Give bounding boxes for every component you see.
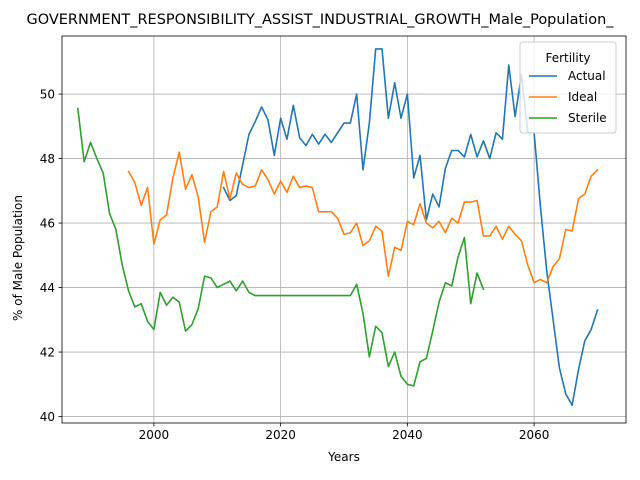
- chart-title: GOVERNMENT_RESPONSIBILITY_ASSIST_INDUSTR…: [26, 12, 614, 28]
- legend-entries: Actual Ideal Sterile: [529, 69, 607, 125]
- y-axis-label: % of Male Population: [11, 195, 25, 321]
- y-tick-label: 42: [40, 346, 55, 360]
- legend-box: [519, 41, 617, 134]
- legend-label-actual: Actual: [568, 69, 606, 83]
- y-tick-label: 50: [40, 88, 55, 102]
- x-axis-label: Years: [327, 450, 360, 464]
- y-tick-label: 40: [40, 410, 55, 424]
- series-line-actual: [222, 48, 599, 407]
- x-tick-label: 2040: [392, 428, 423, 442]
- legend: Fertility Actual Ideal Sterile: [519, 41, 617, 134]
- x-tick-label: 2060: [519, 428, 550, 442]
- y-tick-label: 44: [40, 281, 55, 295]
- plot-series: [76, 48, 599, 407]
- legend-label-sterile: Sterile: [568, 111, 607, 125]
- legend-label-ideal: Ideal: [568, 90, 597, 104]
- series-line-ideal: [127, 151, 599, 284]
- y-tick-label: 48: [40, 152, 55, 166]
- axis-ticks: 2000 2020 2040 2060 40 42 44 46 48 50: [40, 88, 550, 442]
- y-tick-label: 46: [40, 217, 55, 231]
- x-tick-label: 2020: [265, 428, 296, 442]
- plot-frame: [61, 35, 627, 424]
- legend-title: Fertility: [545, 51, 590, 65]
- x-tick-label: 2000: [139, 428, 170, 442]
- series-line-sterile: [76, 107, 485, 387]
